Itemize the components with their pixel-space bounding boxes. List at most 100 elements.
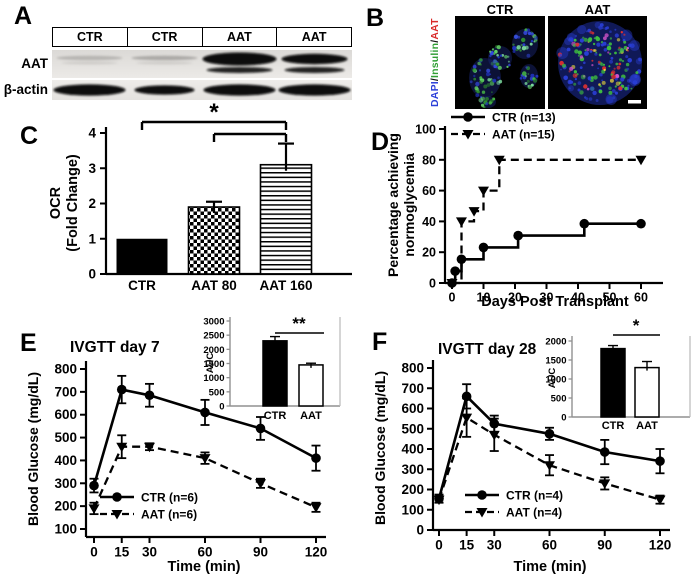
cell-dot xyxy=(625,48,628,52)
data-marker-triangle xyxy=(544,461,556,471)
y-tick-label: 700 xyxy=(401,381,424,396)
cell-dot xyxy=(592,90,597,96)
cell-dot xyxy=(589,86,595,91)
cell-dot xyxy=(609,59,613,64)
data-marker-circle xyxy=(255,423,266,434)
cell-dot xyxy=(609,37,613,40)
cell-dot xyxy=(566,47,571,52)
inset-bar-aat xyxy=(298,364,324,407)
data-marker-circle xyxy=(311,453,321,463)
western-blot-aat-strip xyxy=(52,50,352,78)
x-category-label: CTR xyxy=(128,278,156,293)
panel-d-label: D xyxy=(371,128,390,156)
cell-dot xyxy=(624,86,628,91)
cell-dot xyxy=(609,78,614,83)
cell-dot xyxy=(593,75,598,80)
cell-dot xyxy=(575,42,580,47)
y-tick-label: 3 xyxy=(88,161,96,176)
cell-dot xyxy=(603,48,608,52)
cell-dot xyxy=(507,60,510,63)
cell-dot xyxy=(589,30,593,34)
cell-dot xyxy=(618,46,621,49)
cell-dot xyxy=(573,82,577,86)
fluorescence-image-ctr xyxy=(455,16,545,109)
cell-dot xyxy=(529,42,533,46)
cell-dot xyxy=(591,59,594,62)
x-tick-label: 50 xyxy=(603,291,617,305)
y-tick-label: 300 xyxy=(401,462,424,477)
cell-dot xyxy=(577,54,580,57)
cell-dot xyxy=(635,71,639,75)
data-marker-triangle xyxy=(493,155,505,166)
data-marker-triangle xyxy=(478,186,489,197)
cell-dot xyxy=(609,52,612,56)
cell-dot xyxy=(608,86,612,91)
cell-dot xyxy=(616,38,621,42)
inset-bar-aat xyxy=(634,366,660,418)
cell-dot xyxy=(525,66,528,69)
cell-dot xyxy=(611,70,616,75)
cell-dot xyxy=(496,54,499,57)
islet-rim-blob xyxy=(577,24,587,35)
data-marker-triangle xyxy=(144,442,155,453)
data-marker-circle xyxy=(513,230,523,241)
inset-y-tick-label: 2000 xyxy=(203,345,224,356)
y-tick-label: 4 xyxy=(88,126,96,141)
cell-dot xyxy=(508,63,511,67)
inset-category-label: CTR xyxy=(602,420,625,432)
blot-band-actin xyxy=(134,85,195,95)
inset-category-label: CTR xyxy=(264,410,287,422)
inset-y-tick-label: 1500 xyxy=(203,359,224,370)
cell-dot xyxy=(614,85,617,88)
cell-dot xyxy=(524,45,529,50)
cell-dot xyxy=(492,97,496,101)
blot-lane-label: AAT xyxy=(201,28,277,46)
fluorescence-title-ctr: CTR xyxy=(486,2,514,17)
cell-dot xyxy=(483,106,486,109)
cell-dot xyxy=(583,84,588,89)
blot-row-label-aat: AAT xyxy=(21,56,48,71)
series-line-aat xyxy=(452,158,641,285)
y-tick-label: 100 xyxy=(415,123,436,137)
cell-dot xyxy=(488,101,492,105)
cell-dot xyxy=(615,62,619,66)
fluorescence-ctr-canvas xyxy=(469,28,539,109)
cell-dot xyxy=(591,64,594,67)
cell-cluster-halo xyxy=(488,46,512,70)
cell-dot xyxy=(579,66,583,69)
cell-dot xyxy=(574,34,578,38)
series-line-aat xyxy=(437,415,661,501)
cell-dot xyxy=(608,65,611,68)
cell-dot xyxy=(523,30,528,35)
x-tick-label: 60 xyxy=(634,291,648,305)
cell-dot xyxy=(603,36,607,41)
cell-dot xyxy=(481,90,486,94)
x-tick-label: 120 xyxy=(649,538,672,553)
cell-dot xyxy=(574,49,579,54)
blot-band-strong xyxy=(284,67,345,73)
cell-dot xyxy=(579,38,584,43)
cell-dot xyxy=(498,79,503,84)
x-tick-label: 0 xyxy=(435,538,443,553)
cell-dot xyxy=(530,39,534,43)
x-category-label: AAT 80 xyxy=(191,278,237,293)
blot-band-actin xyxy=(53,84,126,96)
x-tick-label: 0 xyxy=(90,545,98,560)
cell-dot xyxy=(614,28,617,31)
cell-dot xyxy=(595,51,598,54)
cell-dot xyxy=(530,73,535,78)
islet-rim-blob xyxy=(605,93,617,106)
legend-label: AAT (n=6) xyxy=(141,508,197,522)
panel-c-label: C xyxy=(20,122,39,150)
cell-dot xyxy=(599,85,602,88)
cell-dot xyxy=(577,81,582,85)
cell-dot xyxy=(618,51,621,55)
cell-dot xyxy=(601,80,606,85)
legend-label: CTR (n=13) xyxy=(492,111,556,125)
cell-dot xyxy=(599,23,604,27)
cell-dot xyxy=(474,86,479,91)
blot-lane-label: CTR xyxy=(77,30,103,44)
bar-aat-160 xyxy=(259,163,313,275)
data-marker-circle xyxy=(112,492,122,502)
panel-a-label: A xyxy=(14,2,33,30)
